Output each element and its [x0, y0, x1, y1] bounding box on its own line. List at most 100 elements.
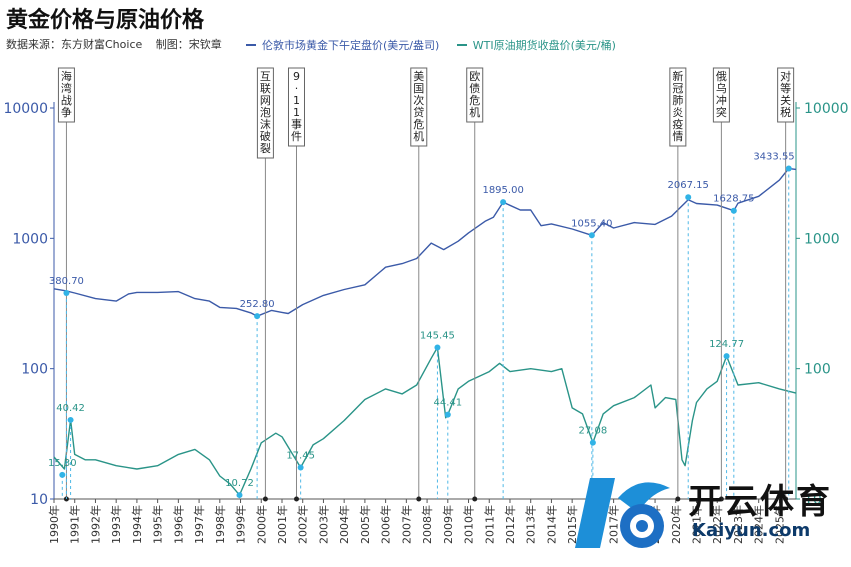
legend: 伦敦市场黄金下午定盘价(美元/盎司) WTI原油期货收盘价(美元/桶) [246, 36, 630, 53]
legend-item-gold[interactable]: 伦敦市场黄金下午定盘价(美元/盎司) [246, 37, 439, 53]
point-marker [589, 439, 596, 446]
x-tick-label: 2022年 [710, 505, 724, 544]
event-label-char: 突 [716, 105, 727, 119]
event-label-char: 次 [413, 93, 424, 107]
x-tick-label: 1998年 [213, 505, 227, 544]
event-label-char: 海 [61, 69, 72, 83]
data-source: 数据来源：东方财富Choice [6, 38, 143, 51]
event-label-char: 炎 [672, 106, 683, 119]
x-tick-label: 1996年 [171, 505, 185, 544]
x-tick-label: 2004年 [337, 505, 351, 544]
point-marker [297, 464, 304, 471]
x-tick-label: 2006年 [379, 505, 393, 544]
point-label: 252.80 [240, 299, 275, 310]
x-tick-label: 1993年 [109, 505, 123, 544]
left-y-tick-label: 1000 [12, 231, 48, 247]
point-marker [588, 232, 595, 239]
event-label-box [256, 67, 274, 159]
point-marker [785, 165, 792, 172]
x-tick-label: 2009年 [441, 505, 455, 544]
left-y-tick-label: 10 [30, 492, 48, 508]
event-label-char: 湾 [61, 81, 72, 95]
event-label-char: 事 [291, 118, 302, 131]
x-tick-label: 2013年 [524, 505, 538, 544]
point-label: 145.45 [420, 330, 455, 341]
x-tick-label: 1991年 [68, 505, 82, 544]
right-y-tick-label: 10 [804, 492, 822, 508]
x-tick-label: 2023年 [731, 505, 745, 544]
event-label-char: 泡 [260, 105, 271, 119]
point-marker [444, 411, 451, 418]
legend-label-oil: WTI原油期货收盘价(美元/桶) [472, 39, 616, 52]
event-label-char: 情 [672, 130, 683, 143]
watermark-url: Kaiyun.com [692, 520, 811, 541]
event-label-char: 联 [260, 82, 271, 95]
event-marker-dot [262, 496, 268, 502]
x-tick-label: 2020年 [669, 505, 683, 544]
point-label: 1628.75 [713, 194, 754, 205]
event-label-char: 国 [413, 82, 424, 95]
point-label: 1055.40 [571, 218, 612, 229]
x-tick-label: 2012年 [503, 505, 517, 544]
point-label: 15.30 [48, 458, 77, 469]
x-tick-label: 2017年 [607, 505, 621, 544]
event-label-char: 网 [260, 94, 271, 107]
event-label-char: 破 [260, 129, 271, 143]
event-label-char: 贷 [413, 105, 424, 119]
event-label-char: 美 [413, 70, 424, 83]
event-label-char: 税 [780, 105, 791, 119]
point-label: 380.70 [49, 276, 84, 287]
right-y-tick-label: 10000 [804, 101, 849, 117]
event-label-box [712, 67, 730, 123]
event-label-char: 疫 [672, 117, 683, 131]
x-tick-label: 1994年 [130, 505, 144, 544]
event-label-char: 债 [469, 81, 480, 95]
x-tick-label: 2025年 [772, 505, 786, 544]
event-label-char: 俄 [716, 70, 727, 83]
point-marker [500, 199, 507, 206]
point-marker [236, 492, 243, 499]
x-tick-label: 2021年 [690, 505, 704, 544]
event-label-box [777, 67, 795, 123]
gold-price-line [53, 167, 797, 317]
x-tick-label: 2005年 [358, 505, 372, 544]
x-tick-label: 2003年 [316, 505, 330, 544]
point-marker [63, 289, 70, 296]
event-label-char: 对 [780, 69, 791, 83]
event-marker-dot [783, 496, 789, 502]
event-label-char: 机 [413, 129, 424, 143]
x-tick-label: 2024年 [752, 505, 766, 544]
point-label: 2067.15 [668, 180, 709, 191]
event-label-char: 争 [61, 105, 72, 119]
event-label-char: 危 [469, 94, 480, 107]
event-marker-dot [472, 496, 478, 502]
event-label-box [57, 67, 75, 123]
chart-subtitle: 数据来源：东方财富Choice 制图：宋钦章 [6, 36, 232, 52]
event-label-char: 关 [780, 93, 791, 107]
event-label-char: 机 [469, 105, 480, 119]
watermark: 开云体育 Kaiyun.com [570, 468, 840, 558]
event-label-box [669, 67, 687, 147]
event-label-char: 件 [291, 130, 302, 143]
event-label-char: 乌 [716, 81, 727, 95]
point-label: 27.08 [579, 426, 608, 437]
event-label-char: 冠 [672, 82, 683, 95]
event-label-char: 冲 [716, 93, 727, 107]
event-label-char: 肺 [672, 94, 683, 107]
x-tick-label: 1999年 [234, 505, 248, 544]
point-label: 10.72 [225, 478, 254, 489]
x-tick-label: 2010年 [462, 505, 476, 544]
point-marker [723, 353, 730, 360]
point-label: 124.77 [709, 339, 744, 350]
point-label: 1895.00 [482, 185, 523, 196]
legend-item-oil[interactable]: WTI原油期货收盘价(美元/桶) [456, 37, 616, 53]
event-marker-dot [675, 496, 681, 502]
point-label: 44.41 [433, 398, 462, 409]
event-marker-dot [718, 496, 724, 502]
legend-swatch-gold [246, 44, 256, 46]
event-label-box [287, 67, 305, 147]
point-marker [434, 344, 441, 351]
chart-author: 制图：宋钦章 [155, 38, 222, 51]
event-marker-dot [416, 496, 422, 502]
point-label: 40.42 [56, 403, 85, 414]
